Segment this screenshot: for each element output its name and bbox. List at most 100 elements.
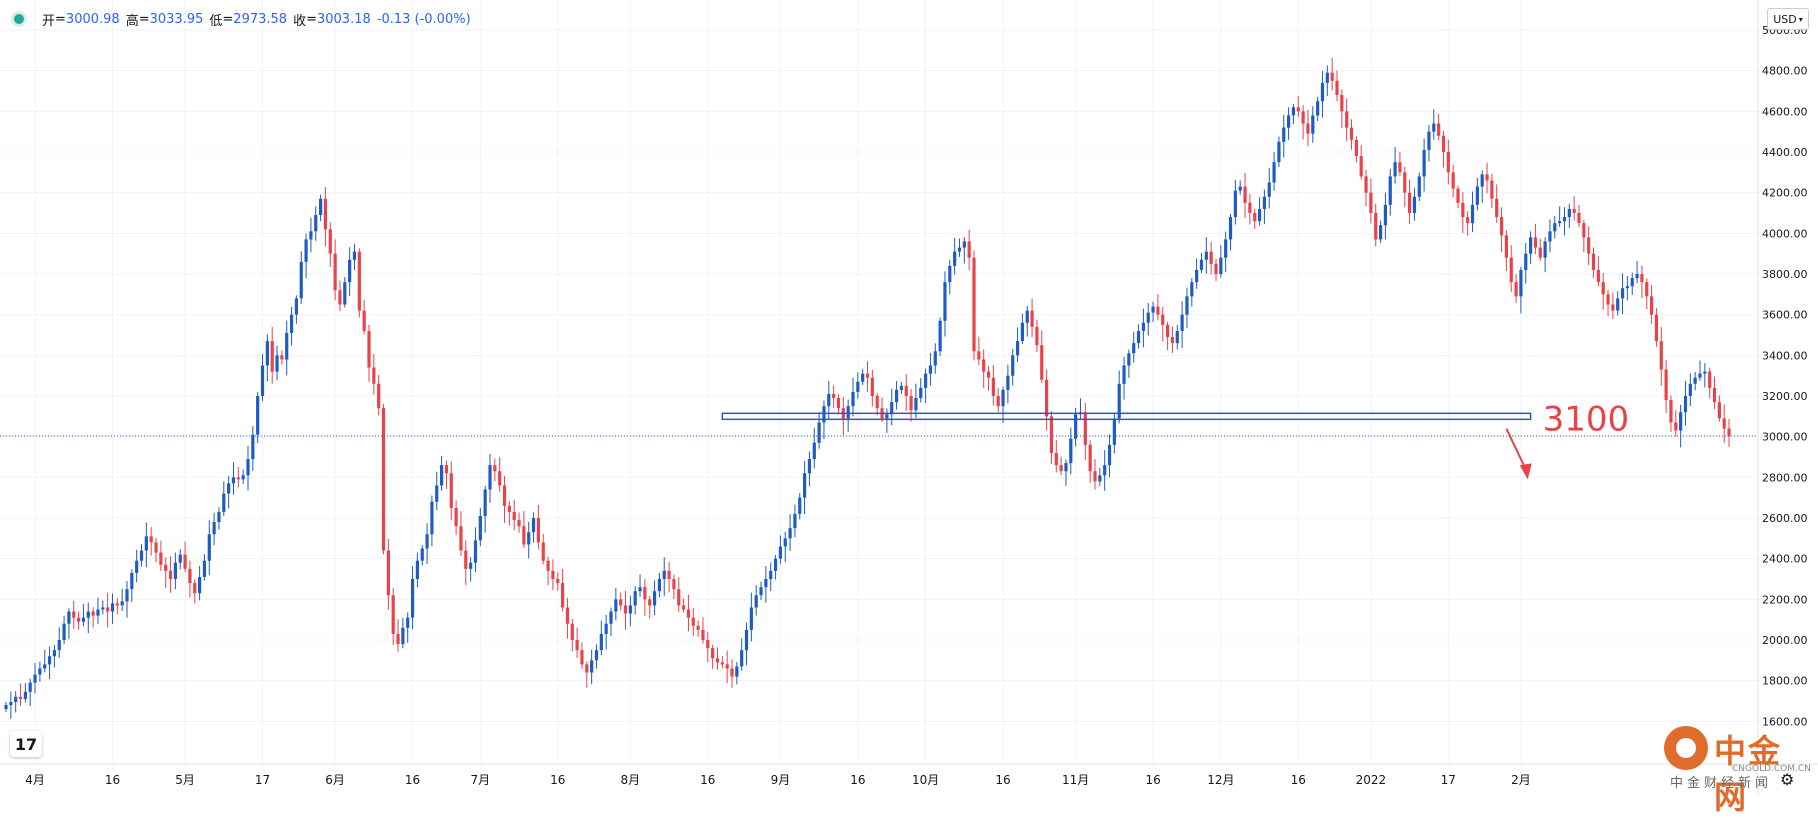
candle-body bbox=[178, 554, 182, 563]
price-tick-label: 3000.00 bbox=[1762, 431, 1808, 444]
candle-body bbox=[1596, 269, 1600, 283]
high-value: 3033.95 bbox=[149, 11, 204, 27]
candle-body bbox=[803, 473, 807, 498]
candle-body bbox=[62, 623, 66, 640]
candle-body bbox=[149, 536, 153, 543]
candle-body bbox=[1103, 465, 1107, 476]
candle-body bbox=[241, 475, 245, 480]
candle-body bbox=[1519, 269, 1523, 297]
candle-body bbox=[1538, 247, 1542, 258]
candle-body bbox=[1127, 353, 1131, 366]
candle-body bbox=[52, 650, 56, 657]
candle-body bbox=[498, 471, 502, 486]
price-tick-label: 2600.00 bbox=[1762, 512, 1808, 525]
candle-body bbox=[1403, 172, 1407, 193]
candle-body bbox=[1112, 418, 1116, 445]
candle-body bbox=[783, 538, 787, 547]
candle-body bbox=[904, 385, 908, 396]
price-tick-label: 1800.00 bbox=[1762, 675, 1808, 688]
candle-body bbox=[914, 398, 918, 411]
candle-body bbox=[1059, 465, 1063, 472]
candle-body bbox=[328, 229, 332, 254]
candle-body bbox=[807, 459, 812, 474]
candle-body bbox=[677, 589, 681, 606]
currency-label: USD bbox=[1773, 12, 1797, 26]
price-tick-label: 2000.00 bbox=[1762, 634, 1808, 647]
price-tick-label: 4000.00 bbox=[1762, 227, 1808, 240]
candle-body bbox=[657, 579, 661, 592]
candle-body bbox=[246, 459, 250, 476]
candle-body bbox=[1248, 202, 1252, 213]
candle-body bbox=[1567, 208, 1571, 218]
candle-body bbox=[1180, 314, 1184, 331]
candle-body bbox=[986, 371, 991, 378]
tradingview-logo-icon[interactable]: 17 bbox=[10, 731, 42, 757]
candle-body bbox=[260, 365, 265, 396]
candle-body bbox=[1219, 257, 1223, 274]
candle-body bbox=[865, 373, 870, 378]
candle-body bbox=[1049, 416, 1054, 453]
candle-body bbox=[585, 664, 589, 673]
candle-body bbox=[207, 534, 211, 561]
candle-body bbox=[9, 702, 13, 706]
candle-body bbox=[1335, 80, 1339, 96]
candle-body bbox=[531, 518, 536, 533]
candle-body bbox=[1427, 131, 1431, 150]
candle-body bbox=[962, 241, 966, 248]
close-value: 3003.18 bbox=[316, 11, 371, 27]
candle-body bbox=[686, 609, 691, 618]
candle-body bbox=[410, 579, 415, 618]
candle-body bbox=[1630, 278, 1634, 287]
candle-body bbox=[1233, 190, 1237, 218]
down-arrow-head bbox=[1519, 463, 1532, 480]
candle-body bbox=[1020, 322, 1024, 342]
candle-body bbox=[425, 534, 429, 549]
candle-body bbox=[696, 625, 700, 630]
candle-body bbox=[836, 398, 841, 409]
candle-body bbox=[72, 611, 76, 618]
candle-body bbox=[890, 402, 894, 415]
ohlc-legend: 开 = 3000.98 高 = 3033.95 低 = 2973.58 收 = 3003.18 … bbox=[14, 8, 471, 30]
currency-select[interactable]: USD ▾ bbox=[1767, 8, 1809, 30]
candle-body bbox=[744, 629, 749, 651]
candle-body bbox=[754, 595, 758, 608]
candle-body bbox=[96, 609, 100, 616]
candle-body bbox=[265, 341, 269, 366]
candle-body bbox=[1001, 389, 1005, 407]
candle-body bbox=[619, 599, 623, 606]
candle-body bbox=[502, 485, 507, 506]
candle-body bbox=[793, 513, 797, 529]
candle-body bbox=[1011, 355, 1015, 376]
candle-body bbox=[1025, 310, 1029, 323]
candle-body bbox=[1204, 251, 1208, 260]
candle-body bbox=[1364, 176, 1368, 193]
candle-body bbox=[231, 477, 236, 484]
settings-gear-icon[interactable]: ⚙ bbox=[1780, 770, 1795, 789]
candle-body bbox=[788, 528, 792, 539]
price-chart[interactable]: 3003.183100 1600.001800.002000.002200.00… bbox=[0, 0, 1818, 796]
candle-body bbox=[749, 607, 753, 630]
candle-body bbox=[967, 241, 971, 258]
candle-body bbox=[236, 477, 240, 480]
candle-body bbox=[1345, 111, 1349, 128]
candle-body bbox=[1088, 444, 1092, 472]
candle-body bbox=[1558, 221, 1562, 224]
candle-body bbox=[827, 393, 831, 407]
candle-body bbox=[343, 282, 347, 305]
candle-body bbox=[323, 198, 328, 230]
candle-body bbox=[943, 282, 947, 321]
time-tick-label: 6月 bbox=[325, 773, 345, 787]
price-tick-label: 1600.00 bbox=[1762, 715, 1808, 728]
candle-body bbox=[1272, 162, 1276, 183]
candle-body bbox=[769, 570, 773, 579]
candle-body bbox=[377, 383, 381, 409]
candle-body bbox=[948, 265, 952, 283]
candle-body bbox=[919, 387, 923, 399]
candle-body bbox=[1611, 304, 1615, 311]
candle-body bbox=[473, 540, 478, 563]
candle-body bbox=[1064, 463, 1068, 472]
time-tick-label: 2022 bbox=[1356, 773, 1387, 787]
candle-body bbox=[81, 617, 86, 622]
candle-body bbox=[1529, 237, 1533, 254]
candle-body bbox=[1107, 444, 1112, 466]
